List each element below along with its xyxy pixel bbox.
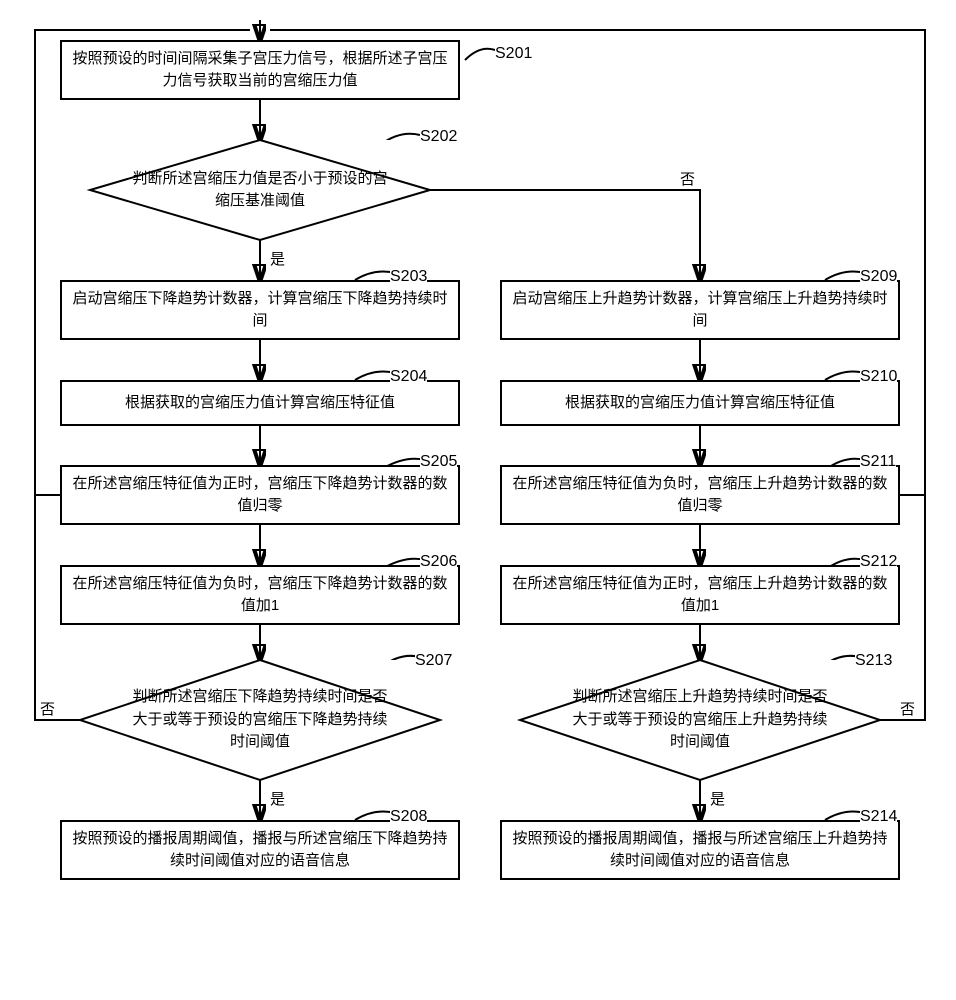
label-s204: S204 — [390, 368, 427, 386]
step-s210: 根据获取的宫缩压力值计算宫缩压特征值 — [500, 380, 900, 426]
label-s208: S208 — [390, 808, 427, 826]
step-s212: 在所述宫缩压特征值为正时，宫缩压上升趋势计数器的数值加1 — [500, 565, 900, 625]
label-s214: S214 — [860, 808, 897, 826]
step-s209: 启动宫缩压上升趋势计数器，计算宫缩压上升趋势持续时间 — [500, 280, 900, 340]
label-s203: S203 — [390, 268, 427, 286]
step-text: 按照预设的播报周期阈值，播报与所述宫缩压下降趋势持续时间阈值对应的语音信息 — [72, 828, 448, 873]
step-s204: 根据获取的宫缩压力值计算宫缩压特征值 — [60, 380, 460, 426]
step-s208: 按照预设的播报周期阈值，播报与所述宫缩压下降趋势持续时间阈值对应的语音信息 — [60, 820, 460, 880]
step-text: 根据获取的宫缩压力值计算宫缩压特征值 — [565, 392, 835, 415]
decision-s207: 判断所述宫缩压下降趋势持续时间是否大于或等于预设的宫缩压下降趋势持续时间阈值 — [80, 660, 440, 780]
step-s205: 在所述宫缩压特征值为正时，宫缩压下降趋势计数器的数值归零 — [60, 465, 460, 525]
no-s207: 否 — [40, 698, 55, 719]
step-text: 按照预设的时间间隔采集子宫压力信号，根据所述子宫压力信号获取当前的宫缩压力值 — [72, 48, 448, 93]
decision-text: 判断所述宫缩压下降趋势持续时间是否大于或等于预设的宫缩压下降趋势持续时间阈值 — [130, 686, 390, 754]
no-s213: 否 — [900, 698, 915, 719]
step-s201: 按照预设的时间间隔采集子宫压力信号，根据所述子宫压力信号获取当前的宫缩压力值 — [60, 40, 460, 100]
no-s202: 否 — [680, 168, 695, 189]
step-s214: 按照预设的播报周期阈值，播报与所述宫缩压上升趋势持续时间阈值对应的语音信息 — [500, 820, 900, 880]
label-s212: S212 — [860, 553, 897, 571]
step-s211: 在所述宫缩压特征值为负时，宫缩压上升趋势计数器的数值归零 — [500, 465, 900, 525]
step-s203: 启动宫缩压下降趋势计数器，计算宫缩压下降趋势持续时间 — [60, 280, 460, 340]
yes-s213: 是 — [710, 788, 725, 809]
decision-text: 判断所述宫缩压力值是否小于预设的宫缩压基准阈值 — [130, 168, 390, 213]
decision-s213: 判断所述宫缩压上升趋势持续时间是否大于或等于预设的宫缩压上升趋势持续时间阈值 — [520, 660, 880, 780]
step-text: 在所述宫缩压特征值为正时，宫缩压上升趋势计数器的数值加1 — [512, 573, 888, 618]
decision-s202: 判断所述宫缩压力值是否小于预设的宫缩压基准阈值 — [90, 140, 430, 240]
step-s206: 在所述宫缩压特征值为负时，宫缩压下降趋势计数器的数值加1 — [60, 565, 460, 625]
decision-text: 判断所述宫缩压上升趋势持续时间是否大于或等于预设的宫缩压上升趋势持续时间阈值 — [570, 686, 830, 754]
label-s211: S211 — [860, 453, 896, 471]
step-text: 启动宫缩压下降趋势计数器，计算宫缩压下降趋势持续时间 — [72, 288, 448, 333]
step-text: 按照预设的播报周期阈值，播报与所述宫缩压上升趋势持续时间阈值对应的语音信息 — [512, 828, 888, 873]
label-s206: S206 — [420, 553, 457, 571]
label-s202: S202 — [420, 128, 457, 146]
step-text: 在所述宫缩压特征值为负时，宫缩压下降趋势计数器的数值加1 — [72, 573, 448, 618]
step-text: 在所述宫缩压特征值为正时，宫缩压下降趋势计数器的数值归零 — [72, 473, 448, 518]
yes-s202: 是 — [270, 248, 285, 269]
yes-s207: 是 — [270, 788, 285, 809]
step-text: 启动宫缩压上升趋势计数器，计算宫缩压上升趋势持续时间 — [512, 288, 888, 333]
label-s213: S213 — [855, 652, 892, 670]
step-text: 根据获取的宫缩压力值计算宫缩压特征值 — [125, 392, 395, 415]
label-s209: S209 — [860, 268, 897, 286]
label-s201: S201 — [495, 45, 532, 63]
label-s210: S210 — [860, 368, 897, 386]
label-s207: S207 — [415, 652, 452, 670]
label-s205: S205 — [420, 453, 457, 471]
step-text: 在所述宫缩压特征值为负时，宫缩压上升趋势计数器的数值归零 — [512, 473, 888, 518]
